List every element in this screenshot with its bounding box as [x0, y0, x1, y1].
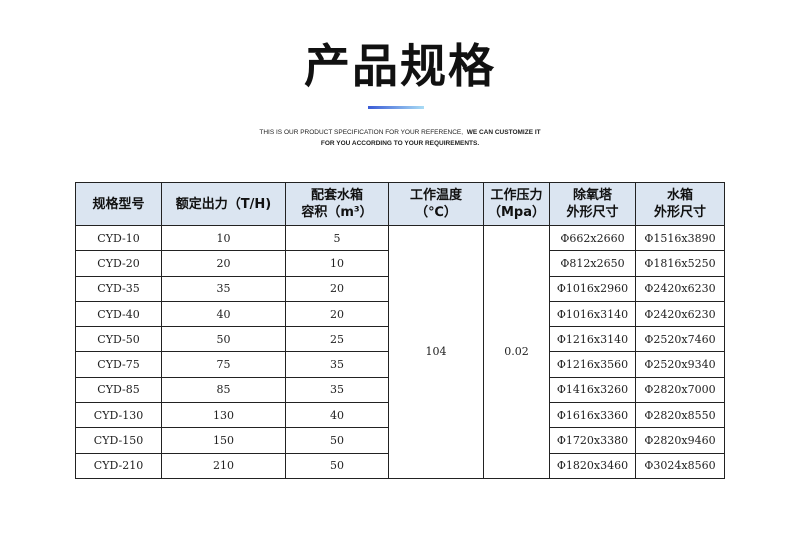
tank-volume-cell: 5 — [285, 224, 389, 252]
capacity-cell: 35 — [161, 275, 286, 302]
deaerator-size-cell: Φ1720x3380 — [549, 427, 636, 454]
table-row: CYD-50 50 25 Φ1216x3140 Φ2520x7460 — [75, 326, 725, 353]
tank-volume-cell: 35 — [285, 351, 389, 378]
capacity-cell: 150 — [161, 427, 286, 454]
tank-size-cell: Φ2820x7000 — [635, 376, 725, 404]
subtitle-line1a: THIS IS OUR PRODUCT SPECIFICATION FOR YO… — [259, 129, 464, 136]
header-label: 水箱 — [666, 188, 693, 203]
tank-volume-cell: 50 — [285, 452, 389, 479]
tank-size-cell: Φ2820x8550 — [635, 402, 725, 429]
subtitle-line1b: WE CAN CUSTOMIZE IT — [466, 129, 541, 136]
header-label: 除氧塔 — [572, 188, 612, 203]
deaerator-size-cell: Φ1416x3260 — [549, 376, 636, 404]
header-label: 外形尺寸 — [653, 205, 706, 220]
column-header: 工作压力 （Mpa） — [483, 182, 550, 226]
tank-size-cell: Φ3024x8560 — [635, 452, 725, 479]
header-label: （℃） — [415, 205, 457, 220]
tank-size-cell: Φ2520x9340 — [635, 351, 725, 378]
model-cell: CYD-40 — [75, 300, 162, 328]
header-label: 容积（m³） — [301, 205, 373, 220]
capacity-cell: 50 — [161, 326, 286, 353]
tank-volume-cell: 20 — [285, 275, 389, 302]
tank-size-cell: Φ2420x6230 — [635, 300, 725, 328]
capacity-cell: 210 — [161, 452, 286, 479]
capacity-cell: 75 — [161, 351, 286, 378]
table-row: CYD-20 20 10 Φ812x2650 Φ1816x5250 — [75, 250, 725, 277]
header-label: 配套水箱 — [310, 188, 363, 203]
tank-volume-cell: 40 — [285, 402, 389, 429]
tank-size-cell: Φ2820x9460 — [635, 427, 725, 454]
capacity-cell: 20 — [161, 250, 286, 277]
deaerator-size-cell: Φ1016x3140 — [549, 300, 636, 328]
model-cell: CYD-85 — [75, 376, 162, 404]
table-row: CYD-10 10 5 104 0.02 Φ662x2660 Φ1516x3890 — [75, 224, 725, 479]
tank-size-cell: Φ1816x5250 — [635, 250, 725, 277]
deaerator-size-cell: Φ812x2650 — [549, 250, 636, 277]
deaerator-size-cell: Φ1016x2960 — [549, 275, 636, 302]
table-row: CYD-85 85 35 Φ1416x3260 Φ2820x7000 — [75, 376, 725, 404]
header-label: 外形尺寸 — [566, 205, 619, 220]
header-label: 工作压力 — [490, 188, 543, 203]
title-underline — [368, 106, 424, 109]
capacity-cell: 40 — [161, 300, 286, 328]
column-header: 水箱 外形尺寸 — [635, 182, 725, 226]
model-cell: CYD-130 — [75, 402, 162, 429]
tank-size-cell: Φ2520x7460 — [635, 326, 725, 353]
capacity-cell: 10 — [161, 224, 286, 252]
subtitle: THIS IS OUR PRODUCT SPECIFICATION FOR YO… — [0, 127, 800, 149]
tank-size-cell: Φ1516x3890 — [635, 224, 725, 252]
pressure-cell: 0.02 — [483, 225, 550, 479]
spec-table: 规格型号 额定出力（T/H) 配套水箱容积（m³） 工作温度 （℃） 工作压力 （Mpa） 除… — [75, 182, 725, 479]
column-header: 配套水箱容积（m³） — [285, 182, 389, 226]
model-cell: CYD-210 — [75, 452, 162, 479]
model-cell: CYD-50 — [75, 326, 162, 353]
tank-volume-cell: 20 — [285, 300, 389, 328]
model-cell: CYD-10 — [75, 224, 162, 252]
tank-volume-cell: 10 — [285, 250, 389, 277]
column-header: 规格型号 — [75, 182, 162, 226]
header-label: （Mpa） — [487, 205, 545, 220]
subtitle-line2: FOR YOU ACCORDING TO YOUR REQUIREMENTS. — [320, 140, 480, 147]
header-label: 规格型号 — [92, 196, 145, 212]
header-row: 规格型号 额定出力（T/H) 配套水箱容积（m³） 工作温度 （℃） 工作压力 （Mpa） 除… — [75, 182, 725, 226]
tank-volume-cell: 50 — [285, 427, 389, 454]
deaerator-size-cell: Φ1216x3560 — [549, 351, 636, 378]
header-label: 额定出力（T/H) — [175, 196, 272, 212]
table-row: CYD-35 35 20 Φ1016x2960 Φ2420x6230 — [75, 275, 725, 302]
column-header: 工作温度 （℃） — [388, 182, 484, 226]
deaerator-size-cell: Φ1616x3360 — [549, 402, 636, 429]
capacity-cell: 85 — [161, 376, 286, 404]
tank-volume-cell: 25 — [285, 326, 389, 353]
page-title: 产品规格 — [304, 39, 496, 93]
tank-size-cell: Φ2420x6230 — [635, 275, 725, 302]
model-cell: CYD-150 — [75, 427, 162, 454]
capacity-cell: 130 — [161, 402, 286, 429]
table-row: CYD-40 40 20 Φ1016x3140 Φ2420x6230 — [75, 300, 725, 328]
temperature-cell: 104 — [388, 225, 484, 479]
deaerator-size-cell: Φ662x2660 — [549, 224, 636, 252]
column-header: 额定出力（T/H) — [161, 182, 286, 226]
table-row: CYD-210 210 50 Φ1820x3460 Φ3024x8560 — [75, 452, 725, 479]
header-label: 工作温度 — [409, 188, 462, 203]
model-cell: CYD-75 — [75, 351, 162, 378]
deaerator-size-cell: Φ1216x3140 — [549, 326, 636, 353]
column-header: 除氧塔 外形尺寸 — [549, 182, 636, 226]
deaerator-size-cell: Φ1820x3460 — [549, 452, 636, 479]
model-cell: CYD-20 — [75, 250, 162, 277]
tank-volume-cell: 35 — [285, 376, 389, 404]
table-row: CYD-75 75 35 Φ1216x3560 Φ2520x9340 — [75, 351, 725, 378]
model-cell: CYD-35 — [75, 275, 162, 302]
